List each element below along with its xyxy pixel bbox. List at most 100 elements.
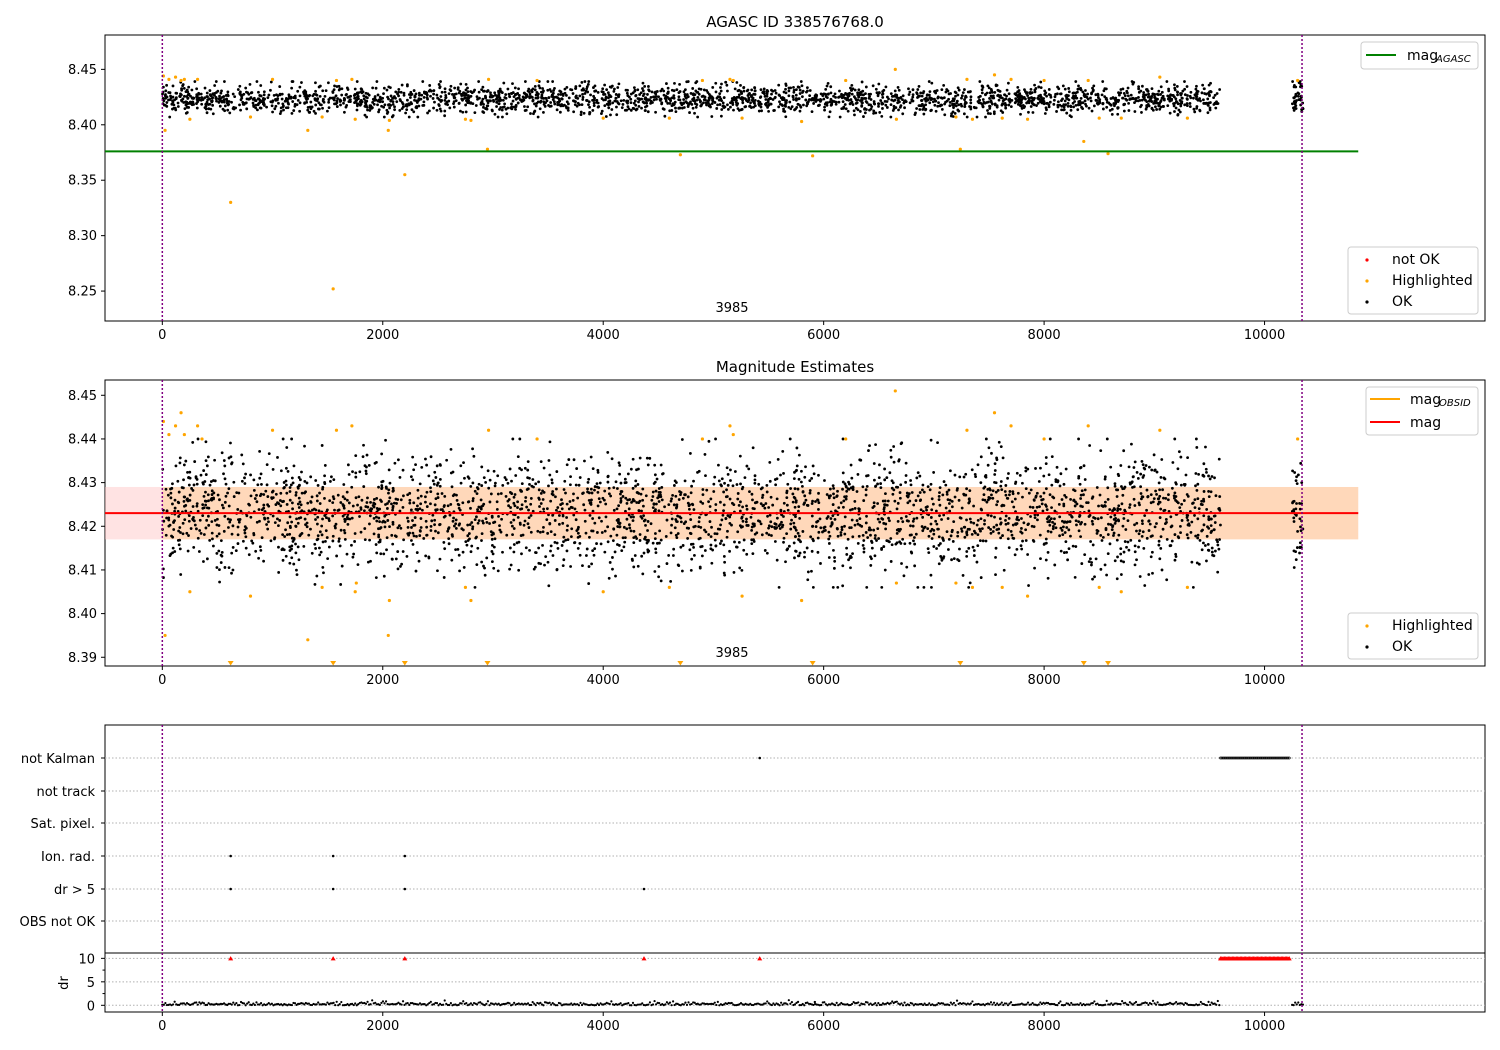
mid-ok-point bbox=[653, 570, 657, 573]
mid-ok-point bbox=[1140, 497, 1143, 501]
top-ok-point bbox=[174, 108, 178, 112]
top-ok-point bbox=[583, 92, 587, 95]
top-ok-point bbox=[542, 110, 545, 114]
mid-ok-point bbox=[418, 507, 422, 511]
mid-ok-point bbox=[341, 495, 345, 499]
top-ok-point bbox=[1010, 99, 1014, 102]
top-ok-point bbox=[1056, 85, 1059, 89]
top-ok-point bbox=[183, 94, 186, 98]
top-ok-point bbox=[314, 98, 318, 102]
top-ok-point bbox=[646, 93, 649, 96]
top-ok-point bbox=[591, 98, 595, 102]
mid-ok-point bbox=[864, 531, 868, 534]
top-ok-point bbox=[877, 104, 880, 108]
mid-ok-point bbox=[1058, 534, 1061, 538]
mid-ok-point bbox=[582, 503, 586, 507]
mid-ok-point bbox=[1089, 557, 1092, 561]
top-ok-point bbox=[935, 89, 939, 92]
top-highlighted-point bbox=[173, 75, 178, 79]
top-ok-point bbox=[830, 102, 834, 105]
mid-ok-point bbox=[765, 551, 769, 555]
mid-ok-point bbox=[942, 480, 946, 483]
top-ok-point bbox=[214, 80, 218, 83]
top-ok-point bbox=[193, 80, 197, 83]
mid-ok-point bbox=[1191, 586, 1195, 589]
mid-ok-point bbox=[920, 488, 924, 492]
mid-ok-point bbox=[1132, 466, 1136, 469]
top-ok-point bbox=[690, 102, 694, 106]
mid-ok-point bbox=[1106, 497, 1110, 501]
top-ok-point bbox=[916, 88, 920, 91]
mid-ok-point bbox=[320, 533, 324, 537]
top-ok-point bbox=[1212, 103, 1216, 106]
top-ok-point bbox=[957, 109, 961, 113]
mid-ok-point bbox=[508, 467, 512, 471]
top-ok-point bbox=[1155, 101, 1159, 105]
mid-ok-point bbox=[489, 492, 493, 496]
top-ok-point bbox=[273, 107, 277, 111]
top-ok-point bbox=[228, 111, 232, 115]
mid-ok-point bbox=[590, 562, 594, 566]
mid-ok-point bbox=[606, 480, 610, 484]
mid-ok-point bbox=[370, 507, 374, 511]
top-ok-point bbox=[551, 98, 555, 101]
mid-ok-point bbox=[424, 554, 428, 558]
mid-ok-point bbox=[1081, 505, 1084, 509]
top-ok-point bbox=[864, 100, 868, 103]
top-ok-point bbox=[563, 87, 567, 91]
top-ok-point bbox=[706, 99, 710, 103]
mid-ok-point bbox=[1103, 563, 1107, 567]
mid-ok-point bbox=[906, 501, 910, 505]
top-ok-point bbox=[1116, 112, 1120, 116]
top-ok-point bbox=[980, 91, 984, 95]
top-ok-point bbox=[218, 104, 222, 108]
top-ok-point bbox=[773, 95, 777, 99]
mid-ok-point bbox=[285, 533, 289, 537]
mid-ok-point bbox=[895, 507, 899, 511]
top-ok-point bbox=[251, 101, 255, 105]
mid-ok-point bbox=[803, 494, 807, 498]
top-ok-point bbox=[332, 96, 336, 100]
mid-ok-point bbox=[198, 529, 202, 532]
top-ok-point bbox=[610, 108, 614, 111]
top-ok-point bbox=[1212, 96, 1215, 100]
top-ok-point bbox=[988, 97, 991, 100]
top-ok-point bbox=[653, 95, 657, 99]
top-ok-point bbox=[822, 92, 826, 96]
mid-ok-point bbox=[991, 496, 995, 500]
mid-ok-point bbox=[483, 573, 487, 577]
mid-ok-point bbox=[703, 528, 706, 532]
top-ok-point bbox=[1076, 103, 1080, 107]
top-ok-point bbox=[837, 96, 840, 99]
top-ok-point bbox=[952, 106, 955, 110]
top-ok-point bbox=[1192, 107, 1196, 111]
mid-ok-point bbox=[1200, 548, 1204, 552]
mid-ok-point bbox=[601, 496, 605, 500]
mid-ok-point bbox=[418, 529, 422, 533]
top-ok-point bbox=[238, 84, 242, 88]
top-ok-point bbox=[352, 94, 356, 97]
mid-ok-point bbox=[321, 540, 325, 544]
top-ok-point bbox=[552, 89, 555, 92]
top-ok-point bbox=[184, 103, 188, 107]
mid-ok-point bbox=[759, 522, 763, 526]
mid-ok-point bbox=[258, 450, 262, 453]
top-ok-point bbox=[804, 98, 808, 102]
mid-ok-point bbox=[366, 496, 369, 500]
top-ok-point bbox=[448, 88, 452, 91]
top-ok-point bbox=[422, 95, 426, 99]
top-ok-point bbox=[1092, 104, 1096, 108]
mid-ok-point bbox=[461, 501, 465, 505]
mid-ok-point bbox=[182, 478, 185, 482]
top-ok-point bbox=[880, 93, 884, 96]
top-ok-point bbox=[787, 106, 791, 109]
top-ok-point bbox=[650, 90, 654, 94]
mid-ok-point bbox=[707, 533, 711, 536]
mid-ok-point bbox=[522, 523, 526, 527]
top-ok-point bbox=[507, 92, 511, 96]
top-ok-point bbox=[576, 96, 580, 100]
top-x-tick-label: 2000 bbox=[366, 328, 399, 343]
top-ok-point bbox=[213, 92, 216, 95]
mid-ok-point bbox=[932, 545, 936, 548]
mid-ok-point bbox=[204, 440, 208, 444]
